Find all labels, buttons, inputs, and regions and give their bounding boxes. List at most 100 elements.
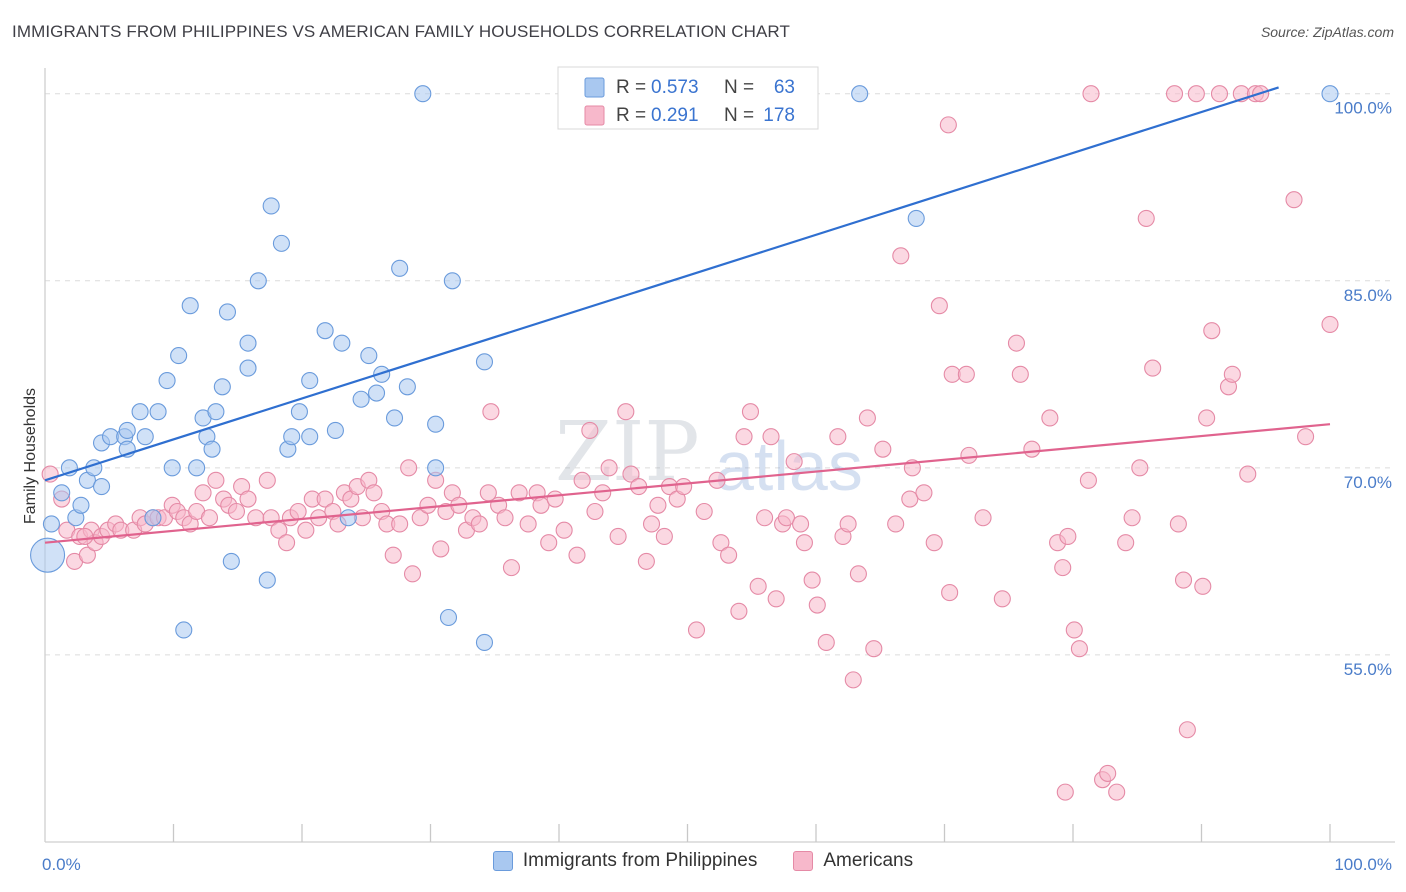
americans-point (892, 247, 910, 265)
philippines-point (213, 378, 231, 396)
americans-point (609, 527, 627, 545)
americans-point (384, 546, 402, 564)
stats-n-value-0: 63 (774, 77, 795, 98)
americans-point (839, 515, 857, 533)
philippines-point (149, 403, 167, 421)
philippines-point (367, 384, 386, 402)
americans-point (849, 565, 867, 583)
americans-point (1117, 534, 1135, 552)
americans-point (735, 428, 753, 446)
stats-swatch-0 (584, 77, 605, 98)
americans-point (1165, 85, 1184, 103)
americans-point (581, 421, 599, 439)
americans-point (792, 515, 810, 533)
americans-point (1056, 783, 1074, 801)
americans-point (227, 502, 246, 521)
americans-point (803, 571, 821, 589)
philippines-point (170, 347, 188, 365)
philippines-point (163, 459, 181, 477)
americans-point (1203, 322, 1221, 340)
philippines-point (398, 378, 416, 396)
americans-point (510, 484, 528, 502)
americans-point (1223, 365, 1241, 383)
americans-point (887, 515, 905, 533)
americans-point (844, 671, 862, 689)
philippines-point (203, 440, 221, 458)
americans-point (78, 546, 96, 564)
philippines-point (249, 272, 267, 290)
americans-point (767, 590, 785, 608)
americans-point (1169, 515, 1187, 533)
philippines-point (427, 415, 445, 433)
data-points (30, 85, 1339, 801)
philippines-point (53, 484, 71, 502)
americans-point (649, 496, 667, 514)
philippines-point (131, 403, 149, 421)
americans-point (1082, 85, 1100, 103)
philippines-point (136, 428, 154, 446)
americans-point (289, 502, 307, 521)
americans-point (741, 403, 760, 421)
americans-point (1041, 409, 1059, 427)
y-tick-label-3: 100.0% (1334, 99, 1392, 118)
x-tick-label-1: 100.0% (1334, 855, 1392, 874)
americans-point (1285, 191, 1303, 209)
philippines-point (158, 372, 176, 390)
americans-point (1079, 471, 1097, 489)
legend-label-americans: Americans (823, 850, 914, 871)
americans-point (502, 559, 521, 577)
americans-point (957, 365, 975, 383)
americans-point (1178, 721, 1196, 739)
americans-point (200, 509, 219, 527)
source-label: Source: ZipAtlas.com (1260, 24, 1394, 40)
stats-r-label-0: R = (616, 77, 646, 98)
gridlines (45, 93, 1395, 656)
americans-point (207, 471, 225, 489)
legend-label-philippines: Immigrants from Philippines (522, 850, 758, 871)
americans-point (1131, 459, 1149, 477)
americans-point (1194, 577, 1212, 595)
stats-n-value-1: 178 (763, 105, 795, 126)
americans-point (622, 465, 640, 483)
americans-point (365, 484, 383, 502)
americans-point (1321, 315, 1339, 333)
americans-point (941, 584, 959, 602)
stats-r-value-0: 0.573 (651, 77, 699, 98)
americans-point (829, 428, 847, 446)
philippines-point (72, 496, 90, 514)
americans-point (762, 428, 780, 446)
americans-point (1198, 409, 1216, 427)
stats-r-label-1: R = (616, 105, 646, 126)
americans-point (642, 515, 661, 533)
americans-point (573, 471, 591, 489)
americans-point (974, 509, 992, 527)
y-tick-label-1: 70.0% (1344, 473, 1392, 492)
philippines-point (30, 537, 66, 573)
philippines-point (118, 421, 136, 439)
americans-point (1123, 509, 1141, 527)
bottom-legend: Immigrants from Philippines Americans (0, 850, 1406, 872)
philippines-point (222, 552, 240, 570)
americans-point (874, 440, 892, 458)
americans-point (470, 515, 488, 533)
americans-point (777, 509, 795, 527)
philippines-point (360, 347, 378, 365)
philippines-point (239, 334, 257, 352)
americans-point (655, 527, 673, 545)
americans-point (278, 534, 296, 552)
philippines-point (333, 334, 351, 352)
americans-point (239, 490, 257, 508)
americans-point (1174, 571, 1193, 589)
americans-point (865, 640, 883, 658)
americans-point (712, 534, 730, 552)
americans-point (586, 502, 604, 521)
stats-r-value-1: 0.291 (651, 105, 699, 126)
americans-point (858, 409, 876, 427)
philippines-point (414, 85, 432, 103)
philippines-point (175, 621, 193, 639)
americans-point (1023, 440, 1041, 458)
americans-point (675, 478, 693, 496)
americans-point (817, 633, 835, 652)
philippines-point (181, 297, 199, 315)
americans-point (1099, 764, 1117, 782)
